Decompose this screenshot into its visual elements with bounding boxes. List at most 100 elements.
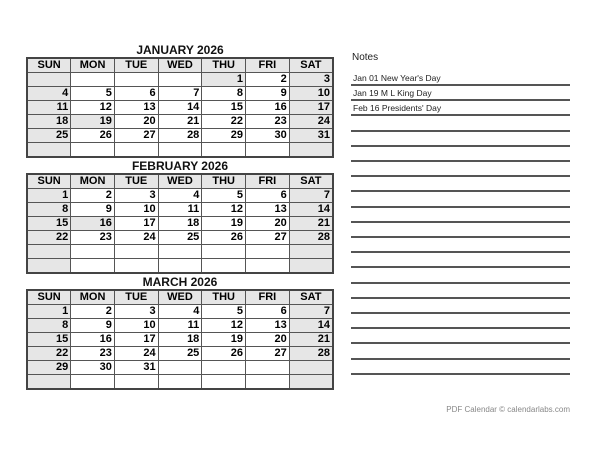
- day-cell[interactable]: 28: [288, 346, 334, 361]
- day-cell[interactable]: 24: [113, 230, 159, 245]
- day-cell[interactable]: 10: [288, 86, 334, 101]
- day-cell[interactable]: 28: [157, 128, 203, 143]
- day-cell[interactable]: 20: [113, 114, 159, 129]
- day-cell[interactable]: 31: [288, 128, 334, 143]
- day-cell[interactable]: 13: [245, 318, 290, 333]
- day-cell[interactable]: 12: [201, 202, 247, 217]
- day-cell[interactable]: 29: [26, 360, 72, 375]
- day-cell[interactable]: 12: [201, 318, 247, 333]
- day-cell[interactable]: 15: [26, 332, 72, 347]
- note-line[interactable]: [351, 239, 570, 254]
- day-cell[interactable]: 10: [113, 202, 159, 217]
- day-cell[interactable]: 26: [201, 230, 247, 245]
- day-cell[interactable]: 31: [113, 360, 159, 375]
- day-cell[interactable]: 17: [288, 100, 334, 115]
- day-cell[interactable]: 14: [288, 318, 334, 333]
- day-cell[interactable]: 14: [288, 202, 334, 217]
- day-cell[interactable]: 29: [201, 128, 247, 143]
- day-cell[interactable]: 18: [157, 216, 203, 231]
- day-cell[interactable]: 3: [288, 72, 334, 87]
- day-cell[interactable]: 15: [201, 100, 247, 115]
- note-line[interactable]: [351, 148, 570, 162]
- day-cell[interactable]: 17: [113, 332, 159, 347]
- day-cell[interactable]: 14: [157, 100, 203, 115]
- day-cell[interactable]: 4: [157, 188, 203, 203]
- day-cell[interactable]: 6: [245, 304, 290, 319]
- day-cell[interactable]: 16: [70, 216, 115, 231]
- day-cell[interactable]: 16: [245, 100, 290, 115]
- day-cell[interactable]: 9: [70, 202, 115, 217]
- day-cell[interactable]: 15: [26, 216, 72, 231]
- note-line[interactable]: [351, 300, 570, 314]
- day-cell[interactable]: 24: [113, 346, 159, 361]
- day-cell[interactable]: 23: [70, 346, 115, 361]
- day-cell[interactable]: 4: [157, 304, 203, 319]
- day-cell[interactable]: 18: [157, 332, 203, 347]
- note-line[interactable]: [351, 270, 570, 284]
- day-cell[interactable]: 22: [26, 230, 72, 245]
- day-cell[interactable]: 6: [245, 188, 290, 203]
- day-cell[interactable]: 20: [245, 332, 290, 347]
- day-cell[interactable]: 11: [26, 100, 72, 115]
- day-cell[interactable]: 23: [245, 114, 290, 129]
- note-line[interactable]: [351, 254, 570, 269]
- day-cell[interactable]: 13: [113, 100, 159, 115]
- day-cell[interactable]: 21: [157, 114, 203, 129]
- note-line[interactable]: [351, 224, 570, 238]
- day-cell[interactable]: 4: [26, 86, 72, 101]
- note-line[interactable]: [351, 346, 570, 360]
- day-cell[interactable]: 9: [245, 86, 290, 101]
- day-cell[interactable]: 6: [113, 86, 159, 101]
- day-cell[interactable]: 26: [70, 128, 115, 143]
- day-cell[interactable]: 19: [201, 332, 247, 347]
- day-cell[interactable]: 24: [288, 114, 334, 129]
- day-cell[interactable]: 16: [70, 332, 115, 347]
- day-cell[interactable]: 2: [245, 72, 290, 87]
- day-cell[interactable]: 8: [201, 86, 247, 101]
- day-cell[interactable]: 22: [26, 346, 72, 361]
- day-cell[interactable]: 21: [288, 216, 334, 231]
- day-cell[interactable]: 10: [113, 318, 159, 333]
- day-cell[interactable]: 19: [70, 114, 115, 129]
- note-line[interactable]: [351, 315, 570, 330]
- note-line[interactable]: Jan 19 M L King Day: [351, 87, 570, 102]
- day-cell[interactable]: 22: [201, 114, 247, 129]
- note-line[interactable]: Feb 16 Presidents' Day: [351, 102, 570, 117]
- note-line[interactable]: Jan 01 New Year's Day: [351, 72, 570, 86]
- day-cell[interactable]: 28: [288, 230, 334, 245]
- day-cell[interactable]: 2: [70, 304, 115, 319]
- day-cell[interactable]: 21: [288, 332, 334, 347]
- day-cell[interactable]: 3: [113, 188, 159, 203]
- day-cell[interactable]: 1: [201, 72, 247, 87]
- day-cell[interactable]: 8: [26, 202, 72, 217]
- note-line[interactable]: [351, 194, 570, 208]
- day-cell[interactable]: 18: [26, 114, 72, 129]
- day-cell[interactable]: 25: [157, 346, 203, 361]
- note-line[interactable]: [351, 178, 570, 193]
- day-cell[interactable]: 17: [113, 216, 159, 231]
- day-cell[interactable]: 23: [70, 230, 115, 245]
- day-cell[interactable]: 7: [157, 86, 203, 101]
- day-cell[interactable]: 27: [113, 128, 159, 143]
- day-cell[interactable]: 8: [26, 318, 72, 333]
- day-cell[interactable]: 7: [288, 304, 334, 319]
- day-cell[interactable]: 30: [245, 128, 290, 143]
- note-line[interactable]: [351, 330, 570, 345]
- day-cell[interactable]: 25: [157, 230, 203, 245]
- day-cell[interactable]: 7: [288, 188, 334, 203]
- day-cell[interactable]: 20: [245, 216, 290, 231]
- note-line[interactable]: [351, 163, 570, 178]
- note-line[interactable]: [351, 133, 570, 147]
- day-cell[interactable]: 5: [201, 188, 247, 203]
- day-cell[interactable]: 5: [70, 86, 115, 101]
- day-cell[interactable]: 11: [157, 318, 203, 333]
- day-cell[interactable]: 27: [245, 230, 290, 245]
- day-cell[interactable]: 5: [201, 304, 247, 319]
- day-cell[interactable]: 25: [26, 128, 72, 143]
- day-cell[interactable]: 2: [70, 188, 115, 203]
- day-cell[interactable]: 1: [26, 304, 72, 319]
- note-line[interactable]: [351, 285, 570, 299]
- day-cell[interactable]: 1: [26, 188, 72, 203]
- day-cell[interactable]: 13: [245, 202, 290, 217]
- day-cell[interactable]: 30: [70, 360, 115, 375]
